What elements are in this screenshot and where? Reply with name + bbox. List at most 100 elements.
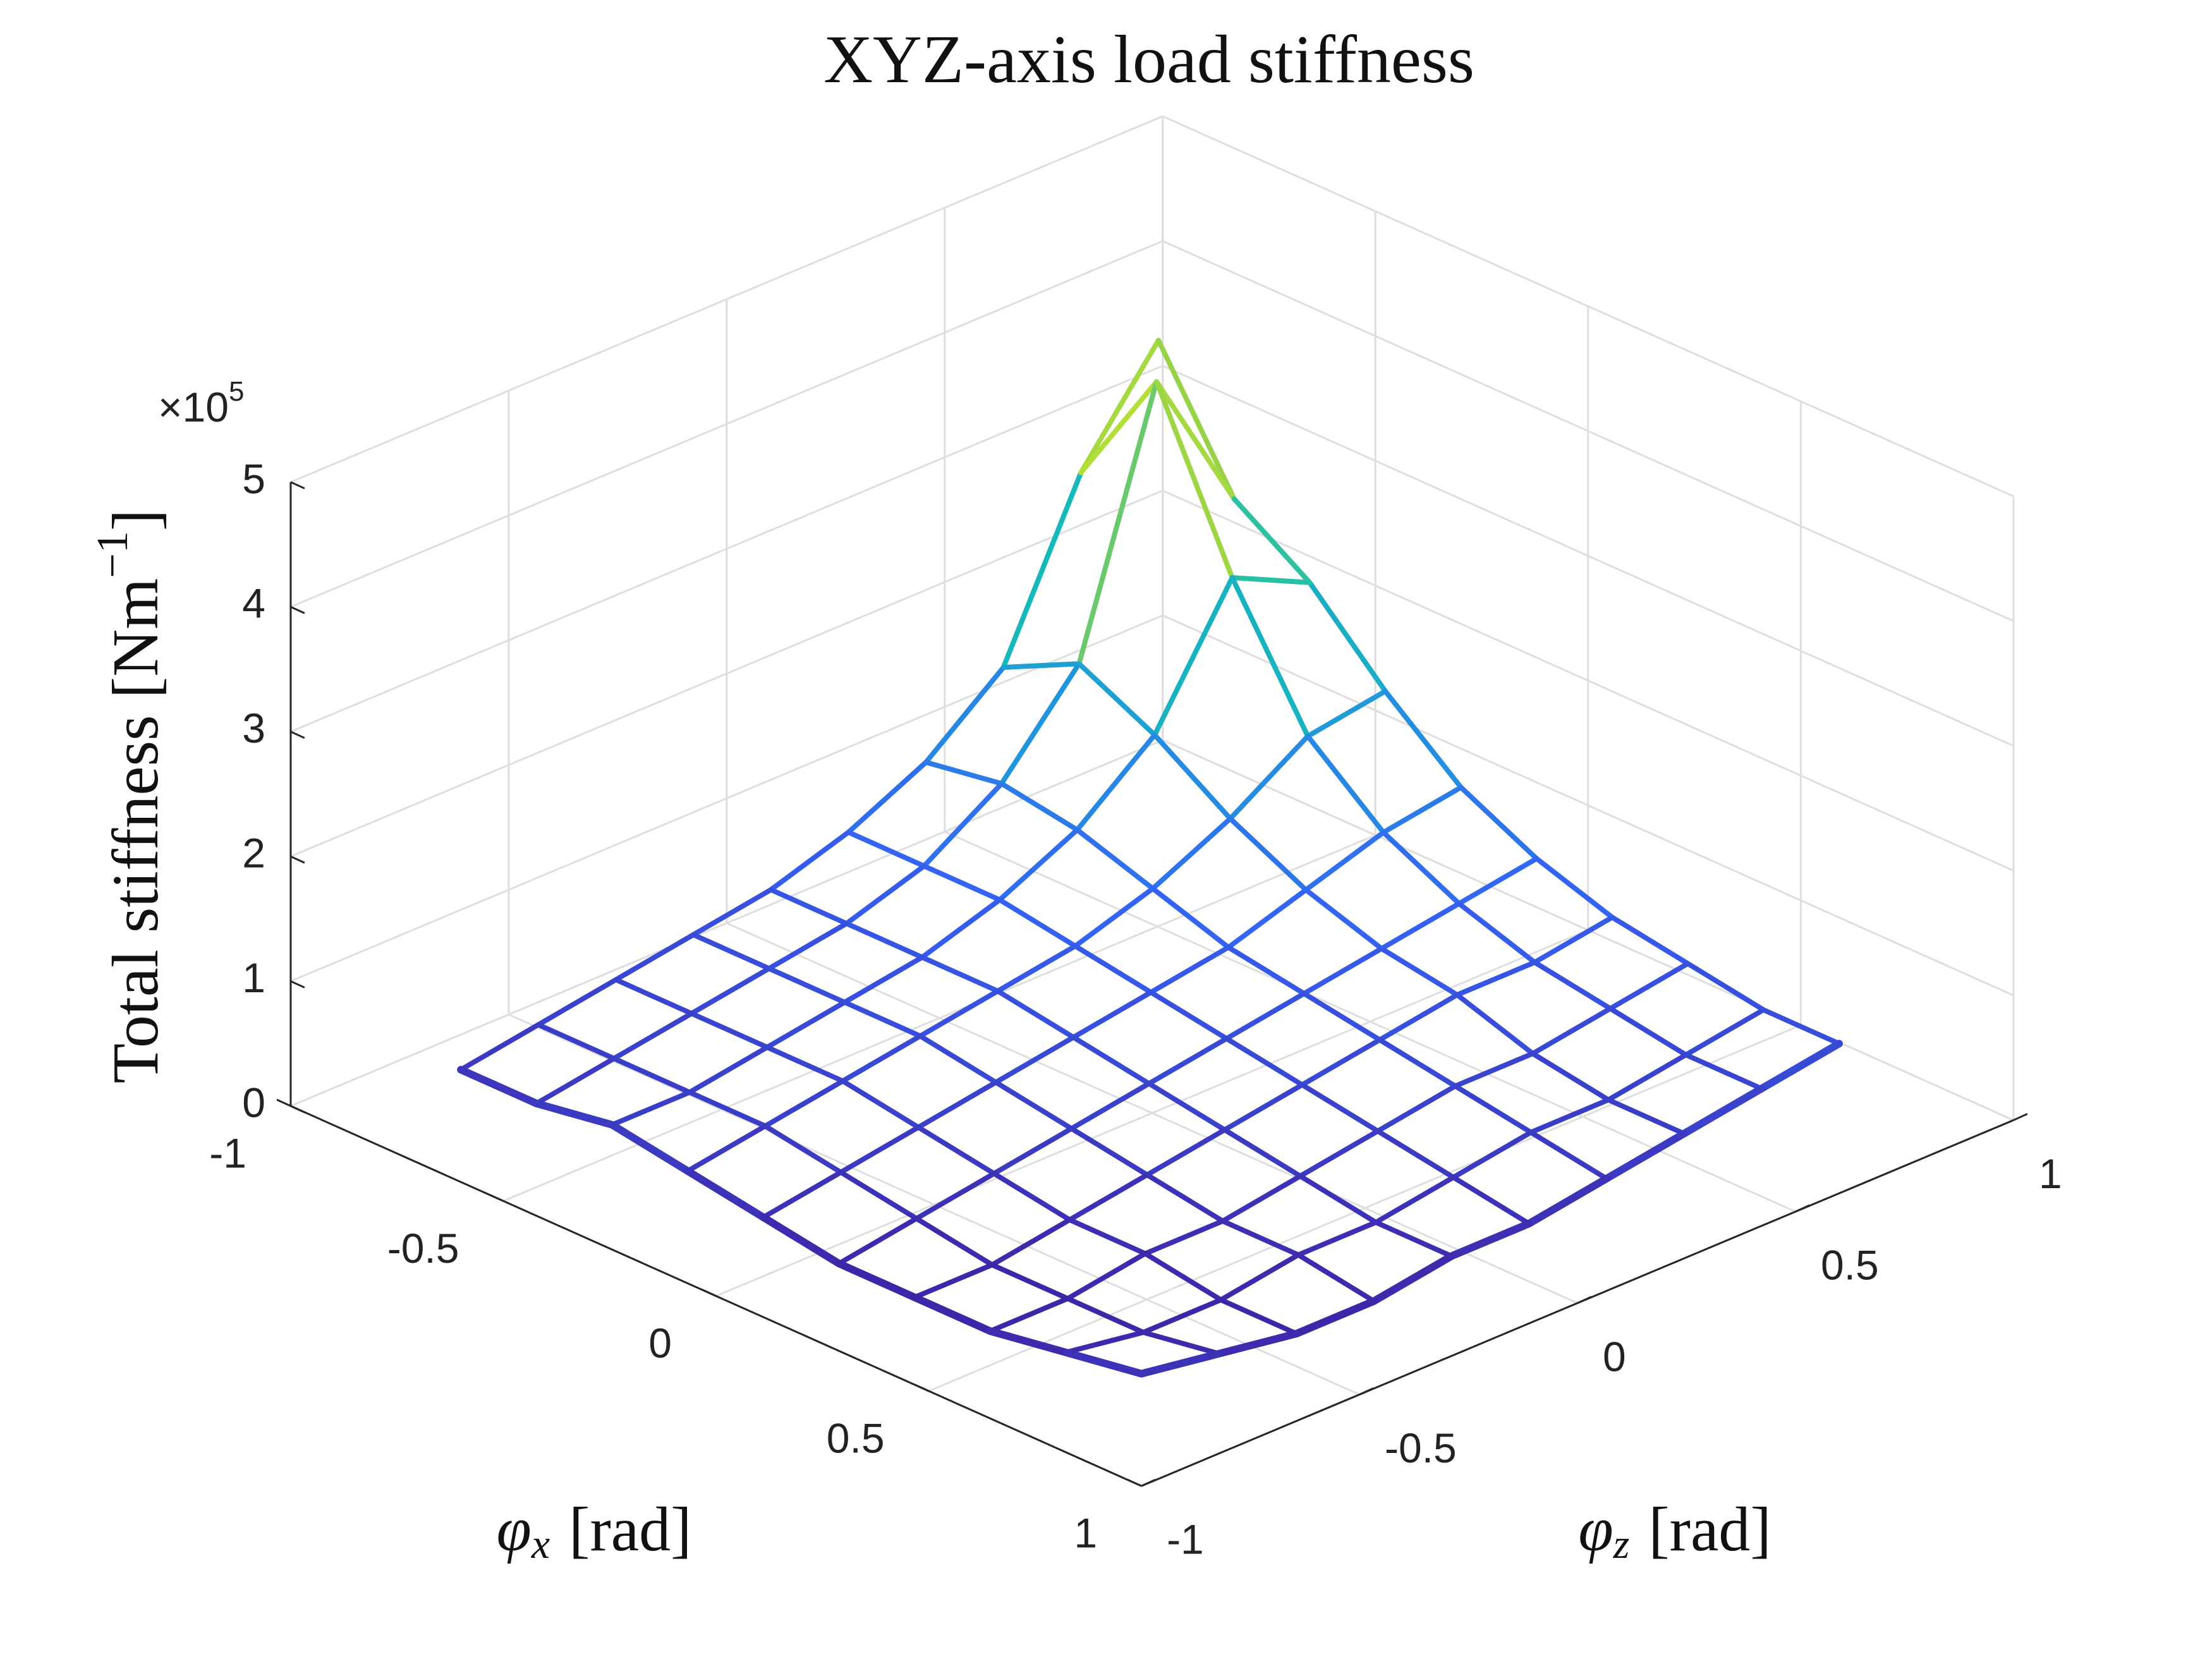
x-axis-label: φx [rad] xyxy=(497,1494,692,1567)
mesh-edge xyxy=(1375,1128,1456,1180)
mesh-edge xyxy=(1231,496,1313,585)
mesh-edge xyxy=(993,1079,1074,1131)
x-tick xyxy=(489,1193,504,1202)
y-label-symbol: φ xyxy=(1578,1494,1613,1564)
y-axis-label: φz [rad] xyxy=(1578,1494,1771,1567)
mesh-edge xyxy=(1305,688,1388,739)
mesh-edge xyxy=(1456,856,1540,906)
mesh-edge xyxy=(684,1167,767,1222)
mesh-edge xyxy=(999,781,1080,833)
mesh-edge xyxy=(1141,1297,1224,1335)
mesh-edge xyxy=(687,1045,770,1095)
mesh-edge xyxy=(918,1033,999,1085)
mesh-edge xyxy=(1380,830,1462,906)
mesh-edge xyxy=(613,932,696,983)
mesh-edge xyxy=(916,1124,997,1176)
mesh-edge xyxy=(995,943,1078,994)
mesh-edge xyxy=(1452,1083,1534,1135)
mesh-edge xyxy=(1292,1297,1378,1338)
mesh-edge xyxy=(844,921,925,960)
mesh-edge xyxy=(1218,1252,1301,1303)
mesh-edge xyxy=(1303,887,1384,951)
mesh-edge xyxy=(613,977,695,1016)
mesh-edge xyxy=(840,1033,923,1084)
z-label-close: ] xyxy=(99,509,172,532)
mesh-edge xyxy=(1382,688,1464,790)
z-tick-label: 2 xyxy=(242,830,265,877)
z-tick xyxy=(290,855,305,864)
mesh-edge xyxy=(920,954,1000,994)
mesh-edge xyxy=(1074,827,1156,891)
mesh-edge xyxy=(1450,1129,1534,1180)
mesh-edge xyxy=(1299,1037,1383,1088)
x-label-subscript: x xyxy=(531,1521,550,1567)
mesh-edge xyxy=(1305,733,1386,836)
mesh-edge xyxy=(687,1090,768,1129)
mesh-edge xyxy=(986,1327,1070,1356)
mesh-edge xyxy=(912,1262,995,1300)
mesh-edge xyxy=(1532,959,1613,1011)
mesh-edge xyxy=(1000,661,1082,670)
mesh-edge xyxy=(1303,830,1386,892)
mesh-edge xyxy=(609,1090,693,1127)
z-tick-label: 1 xyxy=(242,954,265,1001)
mesh-edge xyxy=(1071,1035,1152,1086)
mesh-edge xyxy=(535,977,619,1028)
mesh-edge xyxy=(1148,990,1229,1042)
x-tick xyxy=(1127,1478,1142,1487)
mesh-edge xyxy=(1065,1251,1148,1301)
mesh-edge xyxy=(1758,1040,1843,1093)
mesh-edge xyxy=(1609,915,1691,966)
y-tick-label: 1 xyxy=(2039,1150,2062,1197)
z-tick xyxy=(290,1105,305,1114)
mesh-edge xyxy=(846,760,929,835)
mesh-edge xyxy=(838,1169,920,1222)
mesh-edge xyxy=(611,1011,695,1061)
y-tick xyxy=(2013,1113,2028,1121)
mesh-edge xyxy=(1150,816,1233,891)
z-tick-label: 3 xyxy=(242,705,265,751)
mesh-edge xyxy=(1377,1037,1458,1089)
mesh-edge xyxy=(1071,990,1154,1040)
x-tick xyxy=(914,1383,930,1392)
mesh-edge xyxy=(1154,379,1235,581)
z-axis-label: Total stiffness [Nm−1] xyxy=(88,509,172,1084)
mesh-edge xyxy=(1370,1252,1455,1305)
mesh-edge xyxy=(1296,1220,1379,1258)
mesh-edge xyxy=(1532,915,1615,965)
x-tick-label: 1 xyxy=(1074,1510,1097,1557)
mesh-edge xyxy=(1229,575,1311,739)
mesh-edge xyxy=(1528,1129,1610,1181)
y-label-unit: [rad] xyxy=(1648,1494,1771,1564)
mesh-edge xyxy=(1143,1251,1224,1303)
mesh-edge xyxy=(997,827,1080,902)
z-exponent-power: 5 xyxy=(229,376,244,407)
mesh-edge xyxy=(995,988,1076,1040)
mesh-edge xyxy=(1534,856,1615,920)
mesh-edge xyxy=(766,921,849,971)
mesh-edge xyxy=(689,1011,770,1050)
y-tick xyxy=(1359,1387,1374,1395)
mesh-edge xyxy=(1076,379,1160,667)
mesh-edge xyxy=(1074,732,1158,833)
z-label-text: Total stiffness [Nm xyxy=(99,578,172,1084)
mesh-edge xyxy=(1454,959,1538,998)
mesh-edge xyxy=(691,932,772,971)
z-tick xyxy=(290,605,305,614)
mesh-edge xyxy=(1222,1127,1303,1179)
y-label-subscript: z xyxy=(1613,1521,1630,1567)
grid-line xyxy=(508,1013,1360,1395)
x-label-unit: [rad] xyxy=(569,1494,691,1564)
mesh-edge xyxy=(1447,1220,1533,1260)
mesh-edge xyxy=(535,1022,617,1061)
mesh-edge xyxy=(846,829,927,869)
z-tick-label: 4 xyxy=(242,580,265,627)
mesh-edge xyxy=(1528,1097,1611,1135)
x-tick xyxy=(276,1098,291,1107)
mesh-edge xyxy=(1148,944,1231,995)
mesh-edge xyxy=(1224,991,1307,1042)
mesh-edge xyxy=(1215,1330,1301,1358)
chart-title: XYZ-axis load stiffness xyxy=(823,22,1474,97)
mesh-edge xyxy=(1373,1220,1454,1259)
mesh-edge xyxy=(989,1262,1071,1301)
